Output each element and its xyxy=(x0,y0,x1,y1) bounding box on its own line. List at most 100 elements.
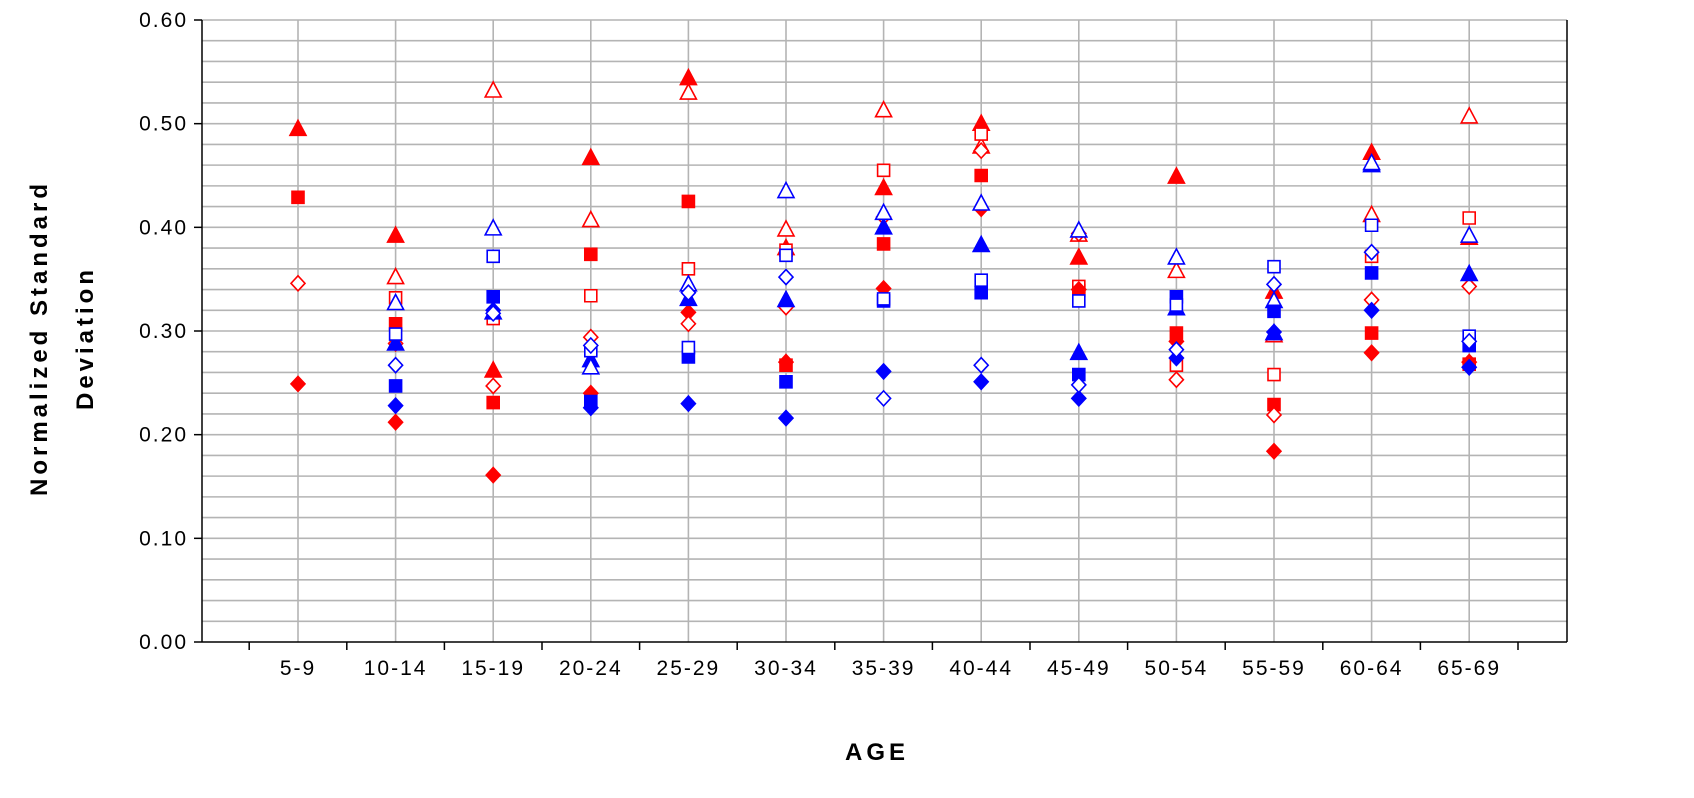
y-axis-title-line-1: Normalized Standard xyxy=(26,180,53,496)
x-tick-labels: 5-9 10-14 15-19 20-24 25-29 30-34 35-39 40-44 45… xyxy=(280,657,1501,680)
y-tick-label: 0.40 xyxy=(139,216,188,239)
marker-red-triangle-filled xyxy=(874,177,893,196)
marker-red-triangle-open xyxy=(386,266,405,285)
marker-red-diamond-filled xyxy=(1363,344,1380,362)
y-axis-title-line-2: Deviation xyxy=(72,266,99,410)
marker-blue-square-open xyxy=(1267,259,1281,274)
marker-red-triangle-open xyxy=(1167,260,1186,279)
marker-blue-square-filled xyxy=(486,289,500,304)
marker-blue-diamond-open xyxy=(680,283,697,302)
axes xyxy=(194,19,1568,650)
marker-blue-triangle-open xyxy=(581,357,601,375)
y-tick-label: 0.30 xyxy=(139,320,188,343)
marker-red-triangle-filled xyxy=(1069,247,1089,265)
x-tick-label: 45-49 xyxy=(1047,657,1111,680)
marker-red-square-open xyxy=(974,127,988,141)
marker-blue-square-filled xyxy=(388,379,403,393)
marker-red-diamond-open xyxy=(289,274,307,292)
marker-red-triangle-filled xyxy=(1167,166,1186,184)
x-tick-label: 65-69 xyxy=(1437,657,1501,680)
marker-red-triangle-open xyxy=(874,99,893,118)
marker-blue-triangle-filled xyxy=(971,234,991,253)
marker-blue-diamond-open xyxy=(1461,332,1478,351)
marker-red-triangle-filled xyxy=(386,225,405,243)
marker-red-square-open xyxy=(584,288,598,303)
marker-blue-triangle-filled xyxy=(1459,263,1479,282)
marker-red-square-open xyxy=(1267,367,1281,382)
y-tick-label: 0.10 xyxy=(139,527,188,550)
marker-red-diamond-filled xyxy=(485,466,502,484)
marker-blue-square-open xyxy=(1364,218,1379,233)
marker-blue-square-open xyxy=(1169,298,1184,312)
x-tick-label: 35-39 xyxy=(852,657,916,680)
marker-blue-triangle-open xyxy=(386,292,405,311)
marker-blue-square-filled xyxy=(1267,304,1281,319)
marker-blue-diamond-filled xyxy=(582,399,599,417)
y-tick-labels: 0.00 0.10 0.20 0.30 0.40 0.50 0.60 xyxy=(139,9,188,654)
x-tick-label: 10-14 xyxy=(364,657,428,680)
marker-blue-triangle-filled xyxy=(776,289,796,308)
marker-red-triangle-filled xyxy=(679,67,698,86)
marker-blue-triangle-open xyxy=(1459,225,1479,243)
x-tick-label: 20-24 xyxy=(559,657,623,680)
marker-blue-square-open xyxy=(1072,294,1086,308)
marker-red-triangle-open xyxy=(483,80,503,98)
marker-blue-triangle-open xyxy=(483,218,503,236)
marker-blue-square-filled xyxy=(974,285,988,300)
x-tick-label: 60-64 xyxy=(1340,657,1404,680)
marker-red-triangle-open xyxy=(581,209,601,228)
marker-blue-diamond-open xyxy=(777,268,795,286)
marker-blue-diamond-filled xyxy=(1363,301,1380,319)
marker-blue-square-open xyxy=(486,249,500,264)
marker-blue-square-open xyxy=(388,327,403,341)
marker-blue-square-filled xyxy=(779,374,793,389)
marker-blue-diamond-filled xyxy=(1070,389,1087,408)
marker-blue-diamond-open xyxy=(582,336,599,355)
marker-red-triangle-open xyxy=(1459,106,1479,124)
x-tick-label: 55-59 xyxy=(1242,657,1306,680)
y-tick-label: 0.60 xyxy=(139,9,188,32)
x-tick-label: 25-29 xyxy=(657,657,721,680)
marker-blue-triangle-open xyxy=(1069,220,1089,238)
x-tick-label: 5-9 xyxy=(280,657,316,680)
marker-blue-diamond-open xyxy=(1265,275,1283,294)
marker-blue-diamond-open xyxy=(1168,340,1185,359)
marker-red-square-filled xyxy=(1267,397,1281,412)
x-axis-title: AGE xyxy=(845,739,909,766)
marker-blue-diamond-open xyxy=(485,304,502,323)
marker-red-triangle-filled xyxy=(288,118,308,137)
marker-blue-diamond-open xyxy=(973,356,990,374)
marker-red-square-filled xyxy=(876,237,891,251)
x-tick-label: 50-54 xyxy=(1145,657,1209,680)
marker-blue-diamond-open xyxy=(1070,376,1087,394)
marker-red-triangle-filled xyxy=(581,147,601,166)
marker-blue-triangle-filled xyxy=(386,333,405,351)
marker-red-diamond-open xyxy=(1168,371,1185,389)
marker-red-square-filled xyxy=(681,194,696,209)
marker-blue-diamond-open xyxy=(1363,243,1380,261)
marker-blue-triangle-open xyxy=(1362,152,1381,171)
marker-blue-triangle-open xyxy=(874,202,893,221)
marker-blue-square-filled xyxy=(1072,367,1086,382)
marker-red-diamond-open xyxy=(1461,277,1478,296)
marker-blue-triangle-filled xyxy=(1069,342,1089,361)
marker-red-diamond-filled xyxy=(777,353,795,371)
x-tick-label: 40-44 xyxy=(949,657,1013,680)
y-axis-title: Normalized Standard Deviation xyxy=(26,180,99,496)
marker-red-diamond-open xyxy=(1265,406,1283,424)
marker-red-square-open xyxy=(876,163,891,178)
marker-red-diamond-filled xyxy=(289,375,307,393)
marker-blue-diamond-filled xyxy=(973,373,990,391)
marker-blue-diamond-filled xyxy=(387,396,404,415)
marker-red-diamond-open xyxy=(973,141,990,160)
y-tick-label: 0.50 xyxy=(139,113,188,136)
y-tick-label: 0.00 xyxy=(139,631,188,654)
marker-blue-triangle-filled xyxy=(874,217,893,235)
marker-blue-diamond-open xyxy=(875,389,892,408)
marker-blue-diamond-filled xyxy=(1461,358,1478,376)
x-tick-label: 30-34 xyxy=(754,657,818,680)
y-tick-label: 0.20 xyxy=(139,424,188,447)
marker-blue-triangle-open xyxy=(776,180,796,199)
marker-red-triangle-open xyxy=(679,82,698,100)
